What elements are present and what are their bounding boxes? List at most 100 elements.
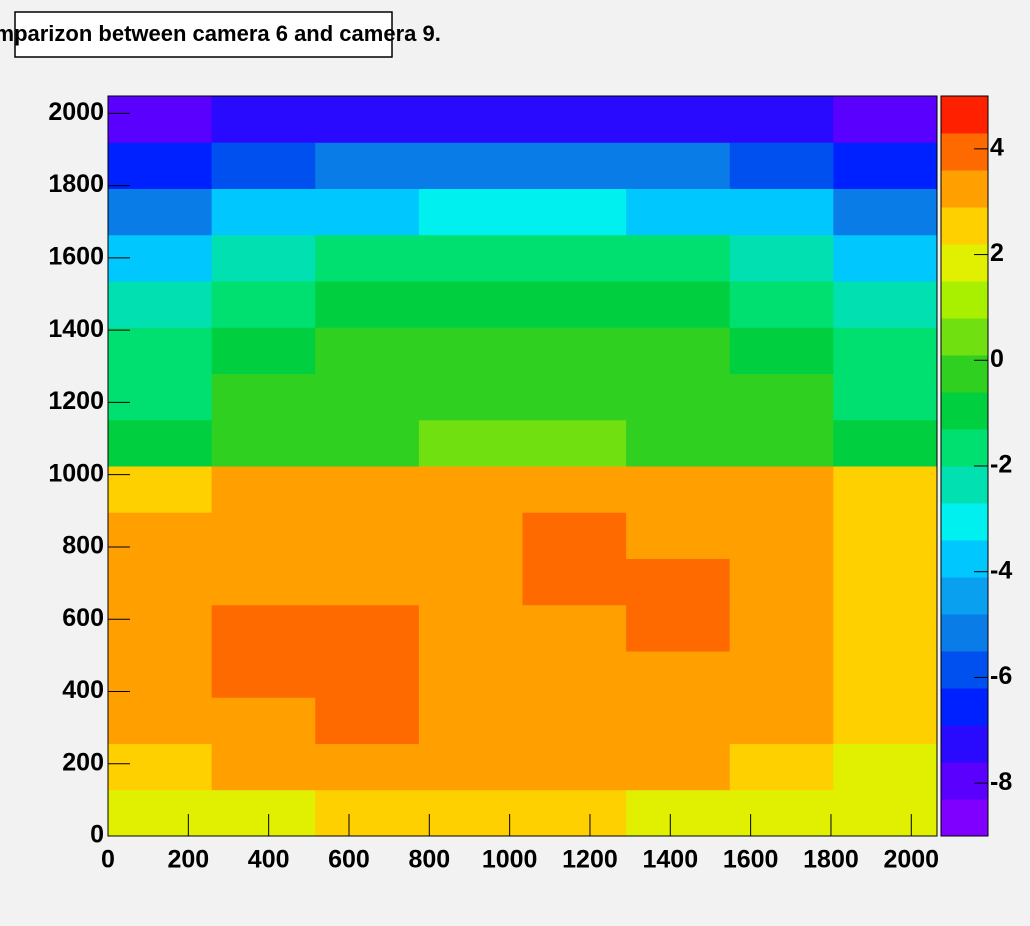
heatmap-cell: [523, 790, 627, 837]
heatmap-cell: [730, 559, 834, 606]
colorbar-swatch: [941, 614, 988, 652]
heatmap-cell: [212, 790, 316, 837]
heatmap-cell: [523, 744, 627, 791]
heatmap-cell: [108, 512, 212, 559]
heatmap-cell: [212, 374, 316, 421]
colorbar-swatch: [941, 577, 988, 615]
heatmap-cell: [212, 235, 316, 282]
heatmap-cell: [315, 605, 419, 652]
heatmap-cell: [730, 189, 834, 236]
heatmap-cell: [419, 235, 523, 282]
heatmap-cell: [212, 420, 316, 467]
x-tick-label: 400: [248, 846, 290, 874]
heatmap-cell: [833, 420, 937, 467]
heatmap-cell: [523, 374, 627, 421]
heatmap-cell: [315, 142, 419, 189]
heatmap-cell: [833, 605, 937, 652]
colorbar-swatch: [941, 170, 988, 208]
heatmap-cell: [108, 744, 212, 791]
colorbar-swatch: [941, 725, 988, 763]
x-tick-label: 2000: [883, 846, 939, 874]
heatmap-cell: [108, 142, 212, 189]
heatmap-cell: [212, 466, 316, 513]
y-tick-label: 400: [62, 676, 104, 704]
heatmap-cell: [108, 189, 212, 236]
heatmap-cell: [523, 96, 627, 143]
y-tick-label: 1800: [48, 170, 104, 198]
heatmap-cell: [626, 744, 730, 791]
heatmap-cell: [108, 420, 212, 467]
heatmap-cell: [108, 651, 212, 698]
heatmap-cell: [212, 651, 316, 698]
heatmap-cell: [315, 327, 419, 374]
colorbar-swatch: [941, 762, 988, 800]
heatmap-cell: [626, 96, 730, 143]
heatmap-cell: [419, 559, 523, 606]
heatmap-cell: [315, 744, 419, 791]
heatmap-cell: [833, 559, 937, 606]
heatmap-cell: [419, 327, 523, 374]
x-tick-label: 600: [328, 846, 370, 874]
heatmap-cell: [626, 605, 730, 652]
heatmap-cell: [626, 420, 730, 467]
heatmap-cell: [626, 142, 730, 189]
colorbar-swatch: [941, 244, 988, 282]
heatmap-cell: [730, 512, 834, 559]
heatmap-cell: [626, 374, 730, 421]
heatmap-cell: [108, 96, 212, 143]
colorbar-swatch: [941, 96, 988, 134]
heatmap-cell: [523, 420, 627, 467]
colorbar-swatch: [941, 392, 988, 430]
colorbar-swatch: [941, 133, 988, 171]
heatmap-cell: [315, 235, 419, 282]
heatmap-cell: [626, 281, 730, 328]
heatmap-cell: [730, 235, 834, 282]
heatmap-cell: [108, 374, 212, 421]
heatmap-cell: [626, 327, 730, 374]
heatmap-cell: [523, 327, 627, 374]
heatmap-cell: [523, 512, 627, 559]
heatmap-cell: [419, 466, 523, 513]
heatmap-cell: [108, 605, 212, 652]
chart-title: Comparizon between camera 6 and camera 9…: [0, 21, 441, 46]
colorbar-swatch: [941, 318, 988, 356]
colorbar-swatch: [941, 688, 988, 726]
heatmap-cell: [419, 420, 523, 467]
heatmap-cell: [315, 189, 419, 236]
heatmap-cell: [626, 790, 730, 837]
heatmap-cell: [419, 374, 523, 421]
heatmap-cell: [523, 466, 627, 513]
y-tick-label: 0: [90, 821, 104, 849]
heatmap-cell: [626, 697, 730, 744]
heatmap-cell: [730, 142, 834, 189]
heatmap-cell: [730, 605, 834, 652]
z-tick-label: -6: [990, 662, 1012, 690]
x-tick-label: 200: [167, 846, 209, 874]
z-tick-label: 4: [990, 133, 1004, 161]
heatmap-cell: [419, 189, 523, 236]
colorbar-swatch: [941, 429, 988, 467]
heatmap-cell: [315, 697, 419, 744]
heatmap-cell: [730, 744, 834, 791]
heatmap-cell: [315, 466, 419, 513]
heatmap-cell: [108, 559, 212, 606]
heatmap-cell: [833, 281, 937, 328]
heatmap-cell: [730, 697, 834, 744]
heatmap-cell: [730, 281, 834, 328]
colorbar-swatch: [941, 466, 988, 504]
heatmap-cell: [833, 189, 937, 236]
heatmap-cell: [212, 189, 316, 236]
y-tick-label: 1000: [48, 459, 104, 487]
heatmap-cell: [108, 790, 212, 837]
heatmap-cell: [833, 374, 937, 421]
heatmap-cell: [419, 651, 523, 698]
colorbar-swatch: [941, 207, 988, 245]
heatmap-cell: [523, 559, 627, 606]
heatmap-cell: [212, 142, 316, 189]
heatmap-cell: [315, 790, 419, 837]
heatmap-cell: [315, 281, 419, 328]
heatmap-cell: [730, 420, 834, 467]
heatmap-cell: [523, 142, 627, 189]
heatmap-cell: [212, 605, 316, 652]
z-tick-label: -8: [990, 768, 1012, 796]
